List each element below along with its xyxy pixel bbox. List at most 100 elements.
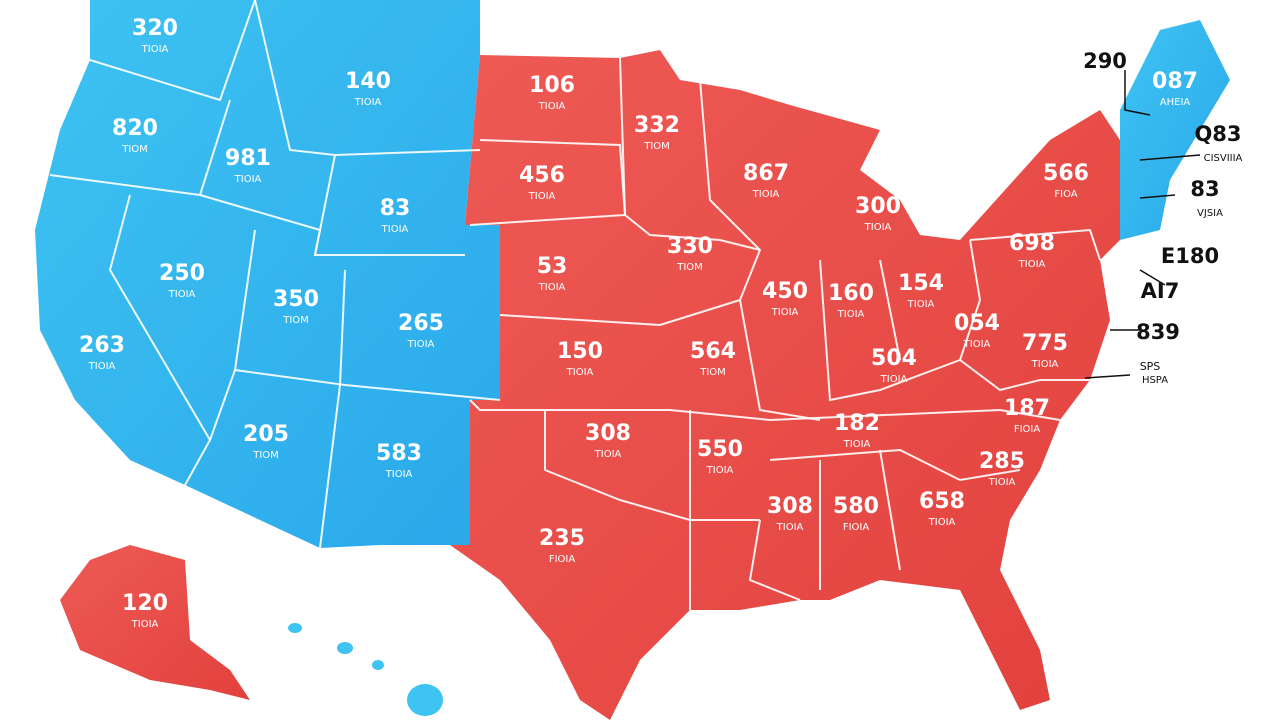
region-value: 235 — [539, 526, 585, 551]
island — [337, 642, 353, 654]
callout-value: E180 — [1161, 244, 1219, 268]
region-value: 300 — [855, 194, 901, 219]
region-value: 550 — [697, 437, 743, 462]
region-label: TIOIA — [381, 224, 409, 235]
region-value: 054 — [954, 311, 1000, 336]
callout-value: 839 — [1136, 320, 1180, 344]
region-value: 187 — [1004, 396, 1050, 421]
callout-value: 83 — [1190, 177, 1219, 201]
west-region — [35, 0, 500, 548]
callout-value: SPS — [1140, 360, 1161, 373]
region-value: 140 — [345, 69, 391, 94]
region-label: TIOIA — [771, 307, 799, 318]
region-label: TIOIA — [407, 339, 435, 350]
region-value: 583 — [376, 441, 422, 466]
callout-value: 290 — [1083, 49, 1127, 73]
region-label: FIOA — [1054, 189, 1077, 200]
region-label: TIOIA — [528, 191, 556, 202]
region-label: TIOIA — [988, 477, 1016, 488]
region-value: 120 — [122, 591, 168, 616]
region-value: 106 — [529, 73, 575, 98]
region-label: TIOIA — [706, 465, 734, 476]
region-value: 263 — [79, 333, 125, 358]
region-label: TIOM — [699, 367, 726, 378]
northeast-region — [1120, 20, 1230, 240]
region-value: 83 — [380, 196, 411, 221]
region-label: TIOIA — [1018, 259, 1046, 270]
region-label: TIOIA — [385, 469, 413, 480]
region-label: TIOIA — [864, 222, 892, 233]
region-label: TIOIA — [234, 174, 262, 185]
region-value: 350 — [273, 287, 319, 312]
region-label: TIOIA — [1031, 359, 1059, 370]
island — [372, 660, 384, 670]
region-value: 330 — [667, 234, 713, 259]
region-label: TIOIA — [963, 339, 991, 350]
region-label: TIOIA — [168, 289, 196, 300]
region-value: 265 — [398, 311, 444, 336]
region-value: 564 — [690, 339, 736, 364]
region-label: TIOIA — [354, 97, 382, 108]
region-label: TIOIA — [538, 101, 566, 112]
region-label: TIOM — [282, 315, 309, 326]
region-value: 566 — [1043, 161, 1089, 186]
region-value: 160 — [828, 281, 874, 306]
region-label: TIOIA — [928, 517, 956, 528]
island — [288, 623, 302, 633]
region-label: FIOIA — [549, 554, 576, 565]
callout-label: HSPA — [1142, 375, 1168, 386]
callout-label: VJSIA — [1197, 208, 1223, 219]
central-east-region — [450, 50, 1120, 720]
region-label: TIOIA — [843, 439, 871, 450]
region-value: 332 — [634, 113, 680, 138]
region-label: TIOIA — [752, 189, 780, 200]
region-value: 820 — [112, 116, 158, 141]
region-label: TIOIA — [837, 309, 865, 320]
region-value: 150 — [557, 339, 603, 364]
callout-value: Q83 — [1194, 122, 1241, 146]
region-label: TIOM — [252, 450, 279, 461]
region-value: 308 — [767, 494, 813, 519]
region-value: 580 — [833, 494, 879, 519]
region-label: AHEIA — [1160, 97, 1191, 108]
region-label: TIOIA — [776, 522, 804, 533]
region-value: 456 — [519, 163, 565, 188]
alaska — [60, 545, 250, 700]
region-label: FIOIA — [1014, 424, 1041, 435]
region-label: TIOM — [643, 141, 670, 152]
region-value: 504 — [871, 346, 917, 371]
region-label: TIOIA — [880, 374, 908, 385]
region-value: 308 — [585, 421, 631, 446]
region-value: 182 — [834, 411, 880, 436]
region-value: 981 — [225, 146, 271, 171]
state-borders — [49, 0, 1101, 610]
region-value: 087 — [1152, 69, 1198, 94]
callout-lines — [1084, 70, 1201, 379]
island — [407, 684, 443, 716]
region-label: TIOIA — [88, 361, 116, 372]
region-label: TIOM — [676, 262, 703, 273]
region-label: TIOIA — [131, 619, 159, 630]
callout-value: AI7 — [1141, 279, 1180, 303]
region-value: 698 — [1009, 231, 1055, 256]
region-value: 320 — [132, 16, 178, 41]
region-value: 205 — [243, 422, 289, 447]
labels: 320 TIOIA 140 TIOIA 820 TIOM 981 TIOIA 83 TIOIA 25… — [79, 16, 1243, 630]
region-label: TIOM — [121, 144, 148, 155]
region-value: 250 — [159, 261, 205, 286]
region-label: TIOIA — [907, 299, 935, 310]
region-label: FIOIA — [843, 522, 870, 533]
region-value: 867 — [743, 161, 789, 186]
region-value: 154 — [898, 271, 944, 296]
region-label: TIOIA — [566, 367, 594, 378]
callout-label: CISVIIIA — [1204, 153, 1243, 164]
region-label: TIOIA — [594, 449, 622, 460]
region-value: 53 — [537, 254, 568, 279]
region-value: 450 — [762, 279, 808, 304]
region-label: TIOIA — [141, 44, 169, 55]
region-label: TIOIA — [538, 282, 566, 293]
region-value: 775 — [1022, 331, 1068, 356]
region-value: 285 — [979, 449, 1025, 474]
